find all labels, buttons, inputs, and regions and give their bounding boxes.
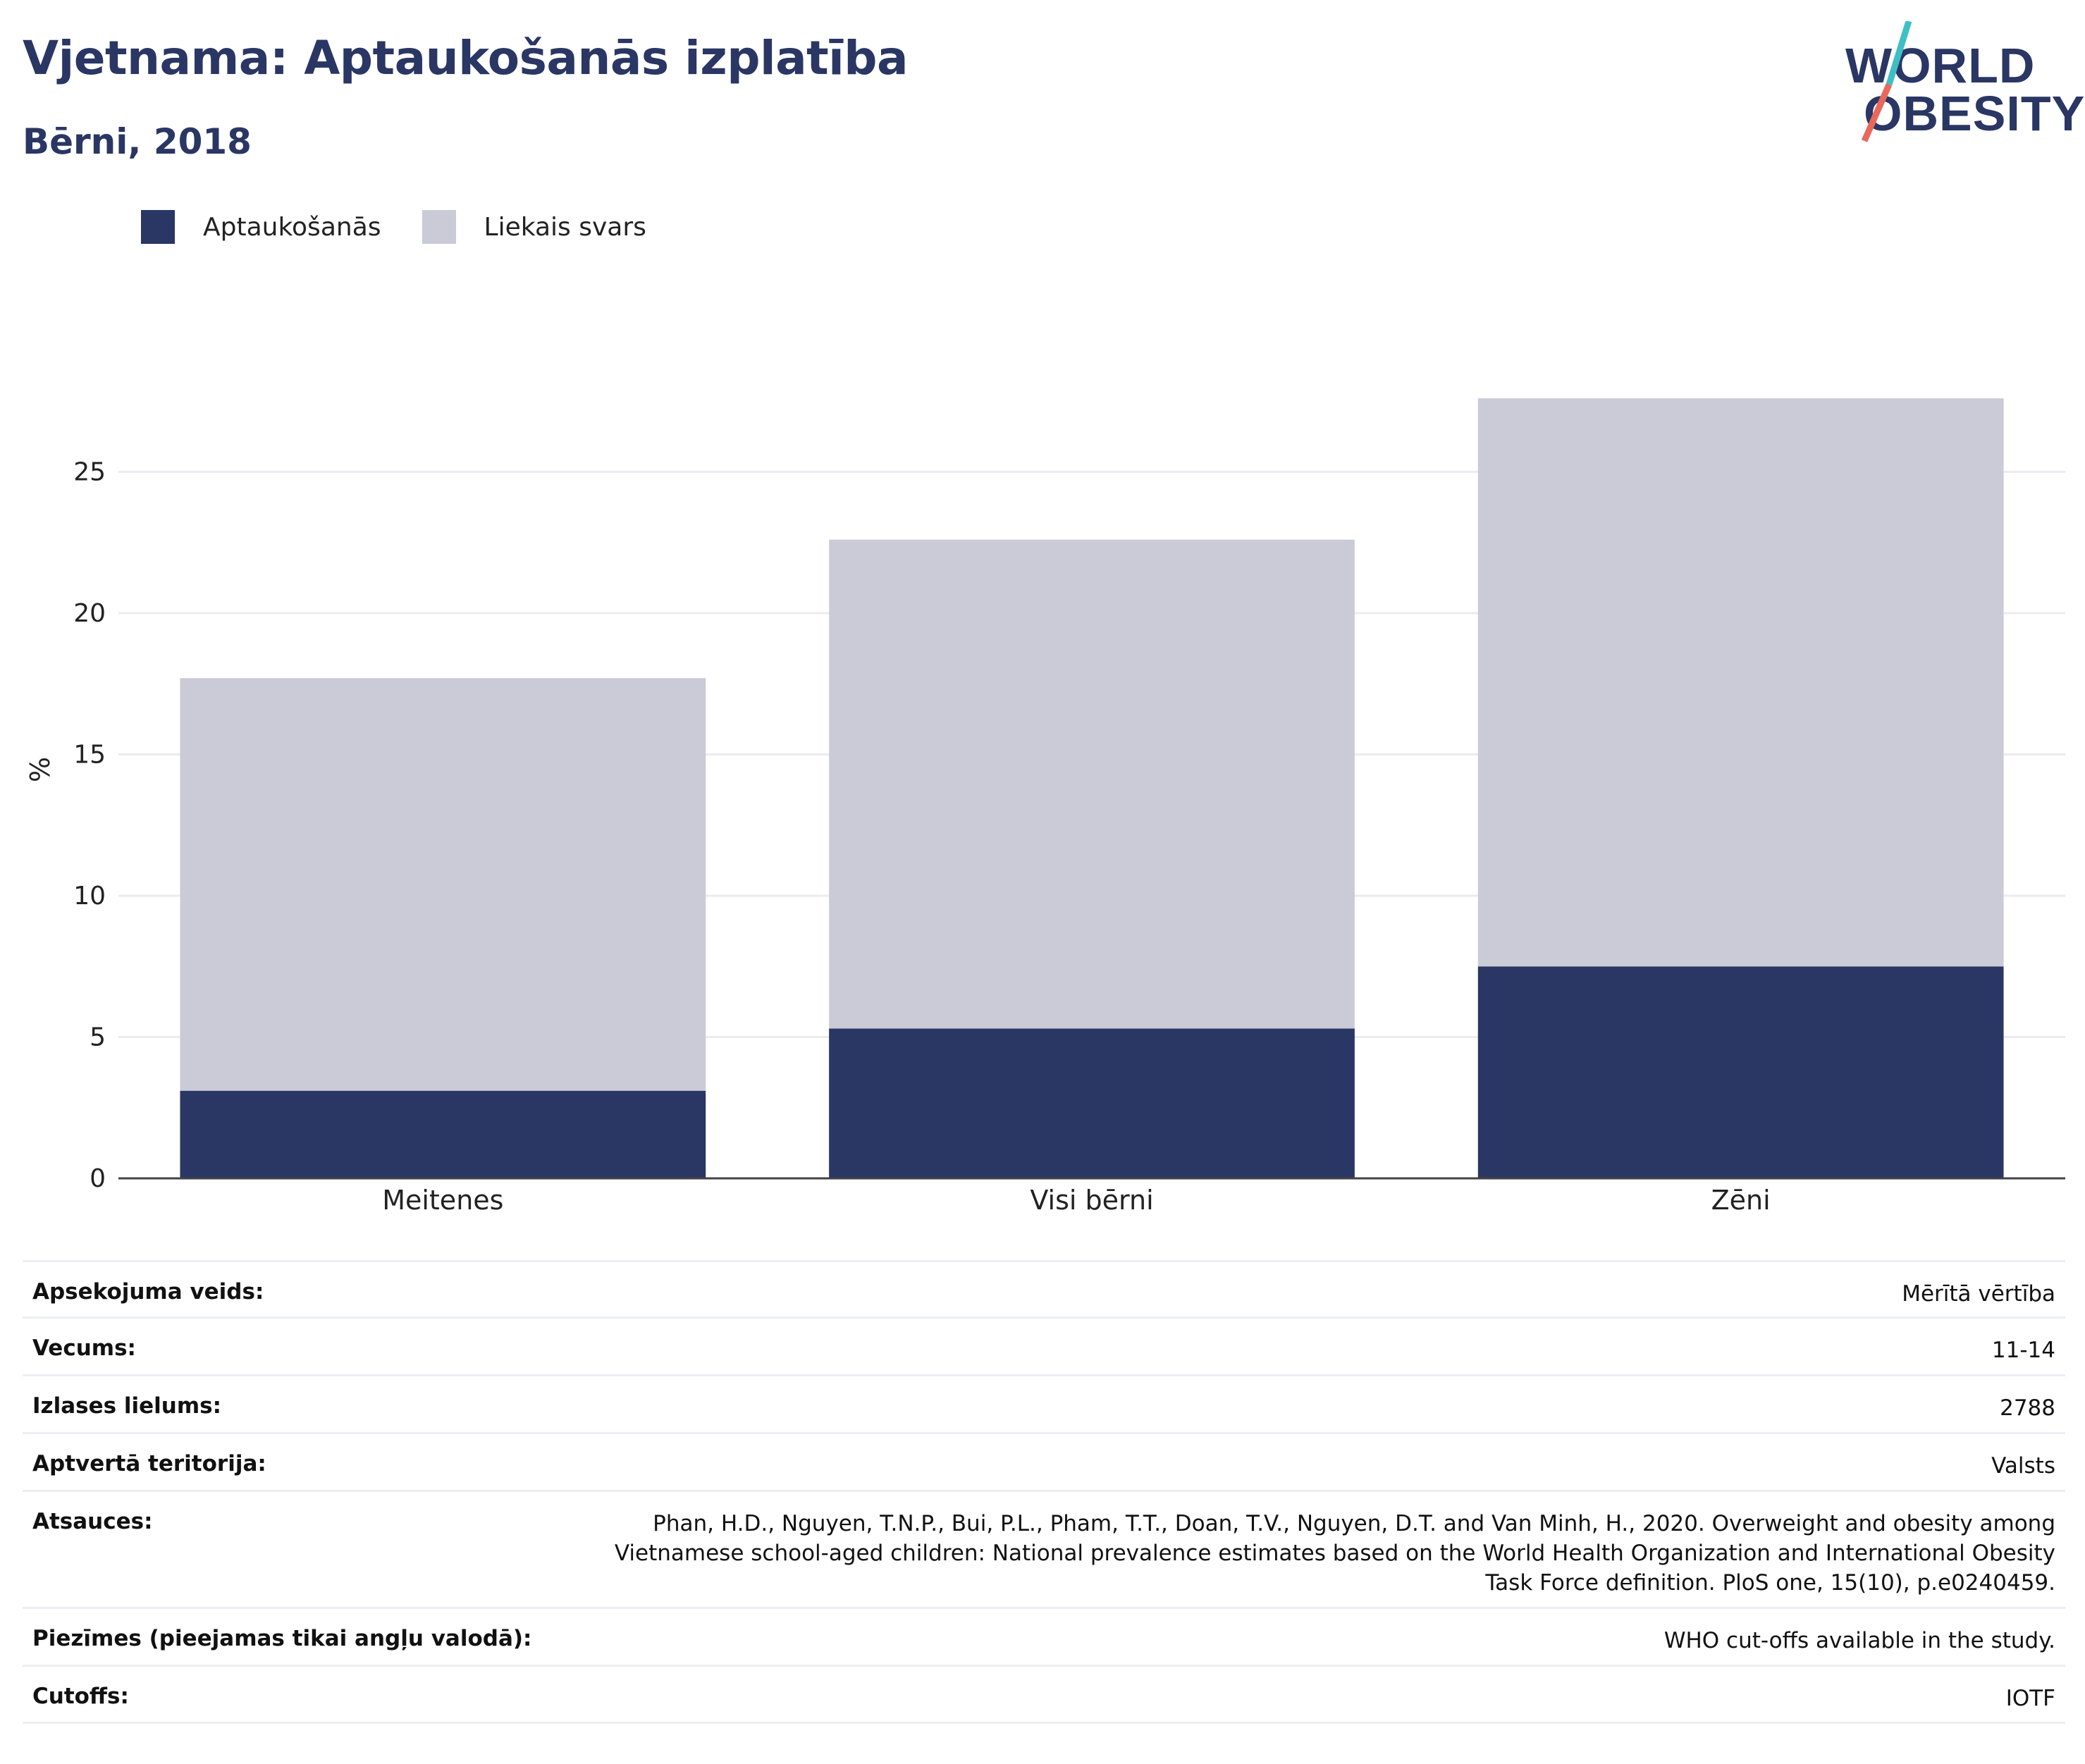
info-row: Cutoffs: IOTF — [23, 1665, 2065, 1724]
info-label: Aptvertā teritorija: — [32, 1451, 266, 1476]
info-label: Apsekojuma veids: — [32, 1279, 264, 1305]
info-value: Phan, H.D., Nguyen, T.N.P., Bui, P.L., P… — [615, 1509, 2055, 1598]
bar-chart: % 0 5 10 15 20 25 Meitenes Visi bērni Zēni — [25, 398, 2065, 1216]
bar-overweight[interactable] — [1477, 398, 2004, 967]
info-label: Vecums: — [32, 1336, 136, 1361]
info-row: Aptvertā teritorija: Valsts — [23, 1432, 2065, 1490]
y-tick-label: 20 — [73, 599, 106, 628]
info-value: Valsts — [1991, 1453, 2055, 1479]
chart-legend: Aptaukošanās Liekais svars — [141, 210, 687, 244]
x-tick-label: Zēni — [1711, 1185, 1771, 1216]
y-tick-label: 15 — [73, 741, 106, 770]
legend-label-overweight: Liekais svars — [484, 212, 646, 242]
legend-item-overweight[interactable]: Liekais svars — [422, 210, 646, 244]
legend-swatch-overweight — [422, 210, 456, 244]
info-label: Piezīmes (pieejamas tikai angļu valodā): — [32, 1626, 532, 1651]
info-value: Mērītā vērtība — [1902, 1281, 2055, 1307]
world-obesity-logo: WORLD OBESITY — [1833, 21, 2084, 148]
info-row: Apsekojuma veids: Mērītā vērtība — [23, 1260, 2065, 1316]
info-value: 11-14 — [1991, 1338, 2055, 1363]
bar-overweight[interactable] — [829, 539, 1355, 1029]
info-value: IOTF — [2005, 1686, 2055, 1711]
info-label: Izlases lielums: — [32, 1393, 221, 1419]
bar-overweight[interactable] — [180, 678, 706, 1091]
info-value: WHO cut-offs available in the study. — [1663, 1628, 2055, 1653]
y-tick-label: 0 — [90, 1164, 106, 1193]
logo-line2: OBESITY — [1864, 86, 2085, 141]
page-subtitle: Bērni, 2018 — [23, 121, 252, 162]
bar-obesity[interactable] — [829, 1028, 1355, 1178]
x-tick-label: Meitenes — [382, 1185, 503, 1216]
info-row: Atsauces: Phan, H.D., Nguyen, T.N.P., Bui… — [23, 1490, 2065, 1607]
y-tick-label: 5 — [90, 1023, 106, 1052]
logo-line1: WORLD — [1845, 38, 2036, 93]
bar-obesity[interactable] — [1477, 966, 2004, 1178]
bar-obesity[interactable] — [180, 1090, 706, 1178]
info-label: Cutoffs: — [32, 1684, 129, 1709]
info-row: Izlases lielums: 2788 — [23, 1374, 2065, 1432]
info-label: Atsauces: — [32, 1509, 153, 1534]
legend-swatch-obesity — [141, 210, 175, 244]
info-row: Piezīmes (pieejamas tikai angļu valodā):… — [23, 1607, 2065, 1665]
info-value: 2788 — [2000, 1395, 2055, 1421]
x-tick-label: Visi bērni — [1030, 1185, 1153, 1216]
y-tick-label: 10 — [73, 882, 106, 911]
y-tick-label: 25 — [73, 458, 106, 487]
legend-item-obesity[interactable]: Aptaukošanās — [141, 210, 381, 244]
info-value-line: Phan, H.D., Nguyen, T.N.P., Bui, P.L., P… — [653, 1511, 2055, 1536]
logo-slash-icon — [1861, 21, 1912, 142]
y-axis-label: % — [25, 757, 56, 782]
info-value-line: Vietnamese school-aged children: Nationa… — [614, 1541, 2055, 1566]
info-row: Vecums: 11-14 — [23, 1316, 2065, 1374]
info-table: Apsekojuma veids: Mērītā vērtība Vecums: 11… — [23, 1260, 2065, 1724]
page-title: Vjetnama: Aptaukošanās izplatība — [23, 31, 909, 85]
legend-label-obesity: Aptaukošanās — [203, 212, 381, 242]
info-value-line: Task Force definition. PloS one, 15(10),… — [1485, 1570, 2055, 1596]
